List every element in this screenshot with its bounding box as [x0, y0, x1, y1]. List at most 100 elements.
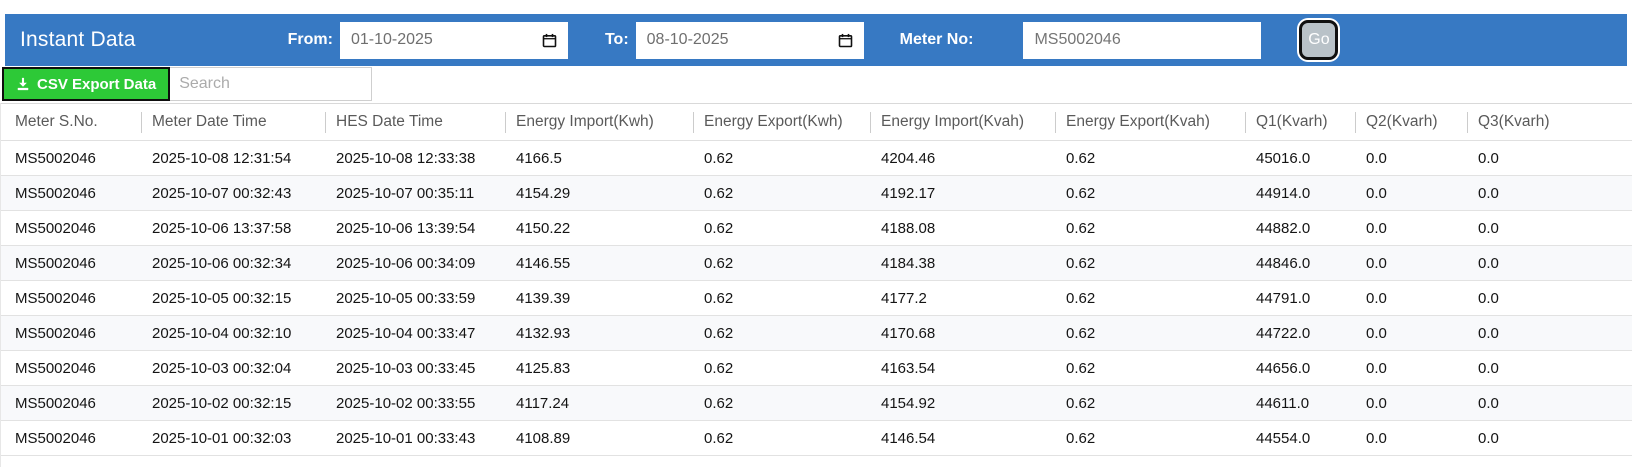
table-cell: 2025-10-02 00:32:15: [141, 385, 325, 421]
data-table-wrapper: Meter S.No. Meter Date Time HES Date Time E…: [0, 103, 1632, 467]
table-cell: 0.0: [1467, 280, 1632, 316]
meter-no-input[interactable]: [1023, 21, 1262, 59]
table-cell: 4170.68: [870, 315, 1055, 351]
table-cell: MS5002046: [1, 385, 141, 421]
table-cell: MS5002046: [1, 315, 141, 351]
calendar-icon[interactable]: [542, 33, 557, 48]
column-header: Energy Export(Kwh): [693, 103, 870, 141]
table-cell: 2025-10-03 00:32:04: [141, 350, 325, 386]
table-cell: 4150.22: [505, 210, 693, 246]
table-cell: 0.62: [693, 175, 870, 211]
table-cell: 0.62: [693, 245, 870, 281]
table-cell: 2025-10-01 00:33:43: [325, 420, 505, 456]
table-cell: 2025-10-07 00:32:43: [141, 175, 325, 211]
table-cell: 0.0: [1355, 245, 1467, 281]
table-cell: 2025-10-01 00:32:03: [141, 420, 325, 456]
from-label: From:: [287, 31, 333, 48]
table-cell: 2025-10-02 00:33:55: [325, 385, 505, 421]
table-cell: 4177.2: [870, 280, 1055, 316]
table-cell: MS5002046: [1, 280, 141, 316]
page-title: Instant Data: [20, 28, 136, 51]
table-cell: 0.0: [1355, 315, 1467, 351]
go-button[interactable]: Go: [1299, 20, 1339, 60]
table-cell: 2025-10-05 00:33:59: [325, 280, 505, 316]
table-cell: 44914.0: [1245, 175, 1355, 211]
search-input[interactable]: [170, 67, 373, 101]
to-date-input[interactable]: 08-10-2025: [635, 21, 864, 59]
meter-no-label: Meter No:: [899, 31, 974, 48]
table-cell: MS5002046: [1, 245, 141, 281]
table-cell: 44846.0: [1245, 245, 1355, 281]
table-cell: 0.62: [693, 280, 870, 316]
table-cell: 0.0: [1355, 210, 1467, 246]
table-row[interactable]: MS5002046 2025-10-08 12:31:54 2025-10-08 1…: [1, 140, 1632, 176]
table-cell: 0.0: [1355, 175, 1467, 211]
table-body: MS5002046 2025-10-08 12:31:54 2025-10-08 1…: [1, 140, 1632, 456]
column-header: Q3(Kvarh): [1467, 103, 1632, 141]
table-cell: 0.62: [693, 350, 870, 386]
table-row[interactable]: MS5002046 2025-10-03 00:32:04 2025-10-03 0…: [1, 350, 1632, 386]
table-row[interactable]: MS5002046 2025-10-01 00:32:03 2025-10-01 0…: [1, 420, 1632, 456]
table-cell: 2025-10-07 00:35:11: [325, 175, 505, 211]
table-cell: 0.62: [1055, 175, 1245, 211]
from-date-input[interactable]: 01-10-2025: [339, 21, 568, 59]
table-cell: 0.62: [1055, 315, 1245, 351]
to-label: To:: [604, 31, 629, 48]
column-header: Meter Date Time: [141, 103, 325, 141]
table-cell: 4163.54: [870, 350, 1055, 386]
table-cell: 2025-10-06 00:32:34: [141, 245, 325, 281]
table-row[interactable]: MS5002046 2025-10-05 00:32:15 2025-10-05 0…: [1, 280, 1632, 316]
download-icon: [16, 77, 30, 91]
calendar-icon[interactable]: [838, 33, 853, 48]
table-cell: MS5002046: [1, 350, 141, 386]
table-cell: 4125.83: [505, 350, 693, 386]
table-cell: 4204.46: [870, 140, 1055, 176]
table-cell: 4139.39: [505, 280, 693, 316]
table-cell: 4154.29: [505, 175, 693, 211]
table-cell: 44791.0: [1245, 280, 1355, 316]
column-header: Energy Import(Kwh): [505, 103, 693, 141]
table-cell: 0.62: [1055, 350, 1245, 386]
table-cell: 4184.38: [870, 245, 1055, 281]
table-cell: MS5002046: [1, 420, 141, 456]
table-cell: 2025-10-06 00:34:09: [325, 245, 505, 281]
table-row[interactable]: MS5002046 2025-10-07 00:32:43 2025-10-07 0…: [1, 175, 1632, 211]
to-date-value: 08-10-2025: [646, 31, 729, 48]
table-cell: MS5002046: [1, 210, 141, 246]
table-cell: 2025-10-06 13:39:54: [325, 210, 505, 246]
table-cell: 2025-10-04 00:33:47: [325, 315, 505, 351]
column-header: Energy Export(Kvah): [1055, 103, 1245, 141]
table-row[interactable]: MS5002046 2025-10-06 13:37:58 2025-10-06 1…: [1, 210, 1632, 246]
table-cell: 2025-10-04 00:32:10: [141, 315, 325, 351]
table-cell: 0.0: [1355, 385, 1467, 421]
table-cell: 2025-10-06 13:37:58: [141, 210, 325, 246]
table-cell: 44611.0: [1245, 385, 1355, 421]
table-cell: 44882.0: [1245, 210, 1355, 246]
table-row[interactable]: MS5002046 2025-10-04 00:32:10 2025-10-04 0…: [1, 315, 1632, 351]
table-cell: 4166.5: [505, 140, 693, 176]
csv-export-button[interactable]: CSV Export Data: [2, 67, 171, 101]
table-cell: MS5002046: [1, 175, 141, 211]
table-cell: 0.0: [1355, 350, 1467, 386]
table-cell: 0.62: [693, 315, 870, 351]
table-cell: 44722.0: [1245, 315, 1355, 351]
table-cell: 45016.0: [1245, 140, 1355, 176]
column-header: HES Date Time: [325, 103, 505, 141]
table-cell: 0.62: [693, 210, 870, 246]
from-date-value: 01-10-2025: [350, 31, 433, 48]
table-cell: 4108.89: [505, 420, 693, 456]
header-bar: Instant Data From: 01-10-2025 To: 08-10-…: [5, 14, 1627, 66]
table-cell: 0.0: [1355, 280, 1467, 316]
column-header: Q1(Kvarh): [1245, 103, 1355, 141]
table-cell: 4188.08: [870, 210, 1055, 246]
table-cell: 4192.17: [870, 175, 1055, 211]
table-cell: MS5002046: [1, 140, 141, 176]
table-cell: 0.62: [1055, 210, 1245, 246]
table-cell: 0.0: [1467, 140, 1632, 176]
table-row[interactable]: MS5002046 2025-10-02 00:32:15 2025-10-02 0…: [1, 385, 1632, 421]
column-header: Energy Import(Kvah): [870, 103, 1055, 141]
column-header: Meter S.No.: [1, 103, 141, 141]
table-cell: 4132.93: [505, 315, 693, 351]
table-cell: 2025-10-03 00:33:45: [325, 350, 505, 386]
table-row[interactable]: MS5002046 2025-10-06 00:32:34 2025-10-06 0…: [1, 245, 1632, 281]
